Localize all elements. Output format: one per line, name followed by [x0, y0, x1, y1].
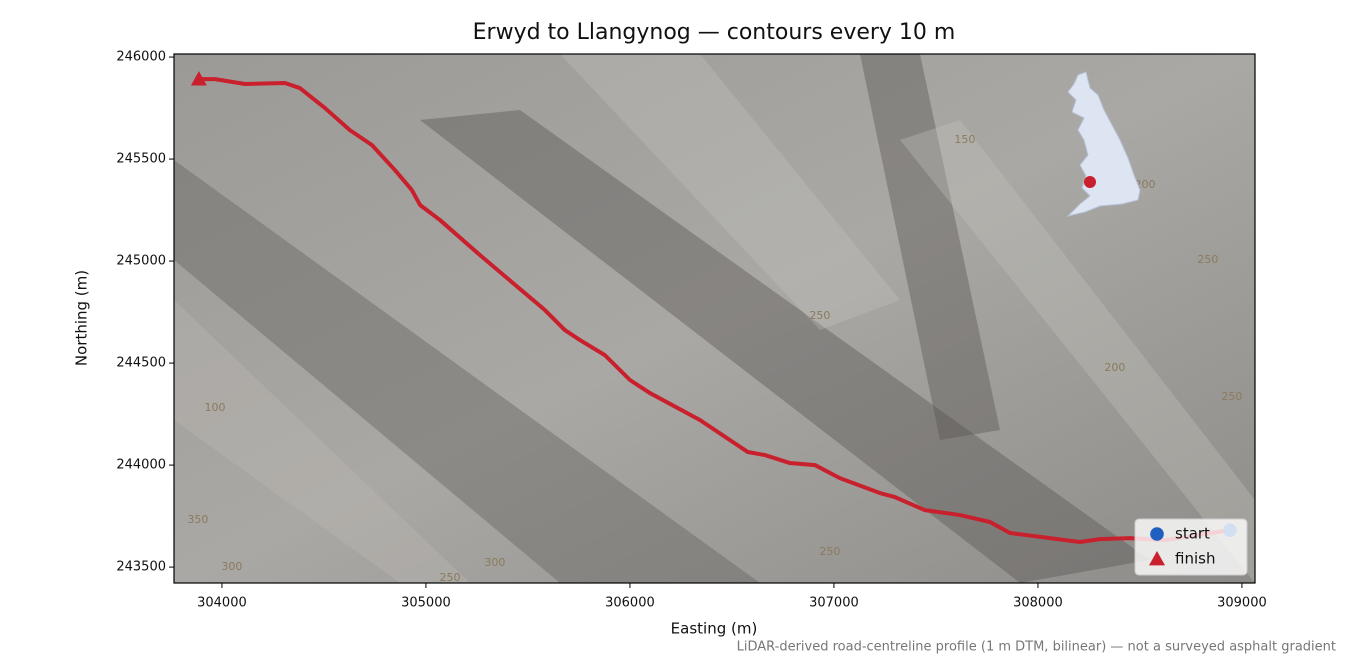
- y-tick-label: 244000: [116, 458, 166, 473]
- contour-label: 350: [187, 513, 208, 526]
- y-tick-label: 244500: [116, 356, 166, 371]
- locator-inset: [1066, 71, 1141, 217]
- contour-label: 250: [1221, 390, 1242, 403]
- finish-marker: [1149, 551, 1165, 566]
- x-tick-label: 304000: [197, 596, 247, 611]
- contour-label: 300: [221, 560, 242, 573]
- legend-label: finish: [1175, 550, 1215, 568]
- x-tick-label: 306000: [605, 596, 655, 611]
- contour-label: 150: [954, 133, 975, 146]
- x-tick-label: 309000: [1217, 596, 1267, 611]
- contour-label: 200: [1104, 361, 1125, 374]
- y-tick-label: 245000: [116, 254, 166, 269]
- chart-title: Erwyd to Llangynog — contours every 10 m: [473, 20, 956, 45]
- y-axis-label: Northing (m): [73, 270, 91, 366]
- plot-frame: [173, 53, 1256, 584]
- x-tick-label: 307000: [809, 596, 859, 611]
- route-line: [198, 77, 1231, 544]
- inset-location: [1084, 176, 1096, 188]
- x-axis-label: Easting (m): [671, 620, 758, 638]
- footnote: LiDAR-derived road-centreline profile (1…: [737, 640, 1336, 655]
- contour-label: 100: [205, 401, 226, 414]
- legend-label: start: [1175, 525, 1210, 543]
- contour-label: 250: [440, 571, 461, 584]
- finish-marker: [190, 71, 207, 86]
- contour-label: 200: [1135, 178, 1156, 191]
- contour-label: 250: [819, 545, 840, 558]
- x-tick-label: 308000: [1013, 596, 1063, 611]
- y-tick-label: 243500: [116, 560, 166, 575]
- x-tick-label: 305000: [401, 596, 451, 611]
- start-marker: [1150, 527, 1164, 541]
- contour-label: 300: [484, 556, 505, 569]
- y-tick-label: 245500: [116, 152, 166, 167]
- y-tick-label: 246000: [116, 50, 166, 65]
- contour-label: 250: [809, 309, 830, 322]
- contour-label: 250: [1197, 253, 1218, 266]
- hillshade: [174, 54, 1255, 583]
